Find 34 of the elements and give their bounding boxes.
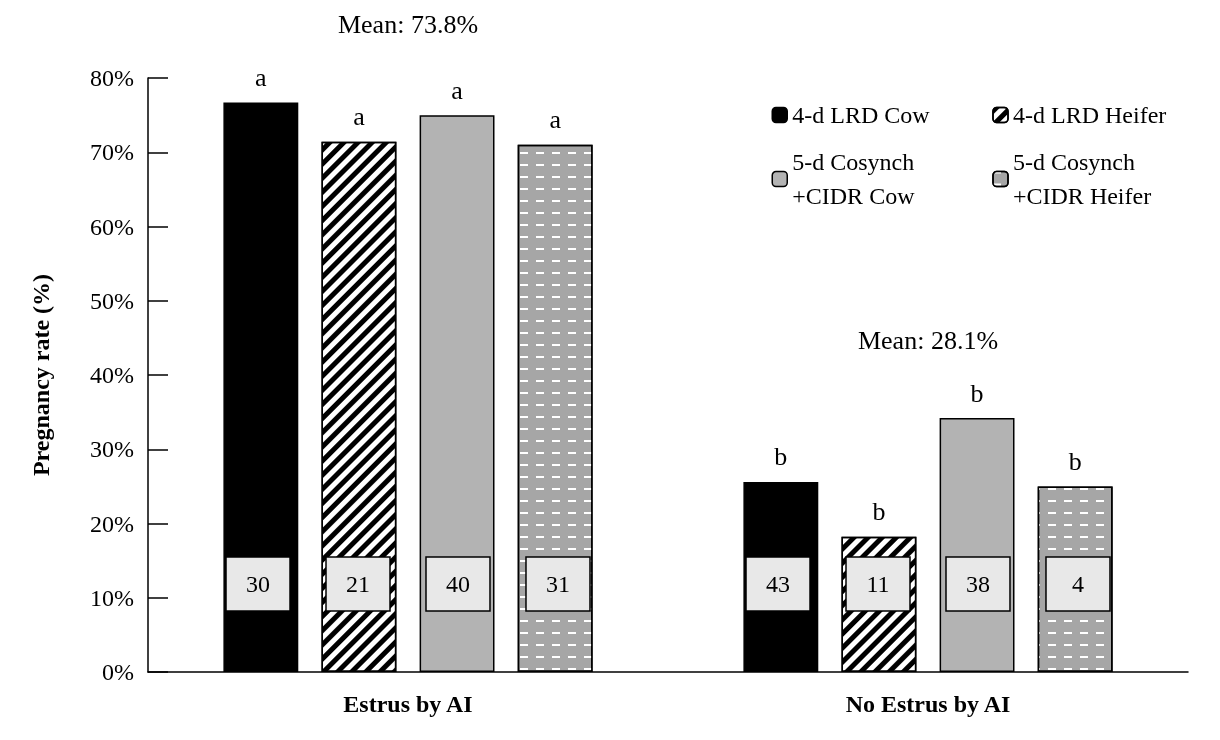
data-label: b	[1068, 446, 1082, 476]
annotation: 38	[966, 571, 990, 597]
y-tick-label: 30%	[90, 436, 134, 463]
annotation: 11	[866, 571, 890, 597]
annotation: 30	[246, 571, 271, 597]
annotation: 40	[446, 571, 470, 597]
annotation: 21	[346, 571, 370, 597]
y-tick-label: 20%	[90, 510, 134, 537]
y-tick-label: 0%	[102, 659, 134, 685]
annotation: Mean: 28.1%	[857, 325, 999, 355]
y-tick-label: 50%	[90, 287, 134, 314]
data-label: a	[255, 63, 268, 92]
annotation: 4	[1071, 571, 1084, 597]
legend-label: 4-d LRD Cow	[792, 102, 931, 128]
y-tick-label: 60%	[90, 213, 134, 240]
x-tick-label: No Estrus by AI	[845, 691, 1011, 717]
annotation: 43	[766, 571, 791, 597]
data-label: b	[872, 497, 886, 527]
x-tick-label: Estrus by AI	[343, 691, 473, 717]
data-label: a	[549, 105, 562, 135]
text: Mean: 73.8%	[337, 10, 479, 39]
data-label: a	[353, 102, 366, 132]
legend-label: 5-d Cosynch +CIDR Heifer	[1013, 149, 1152, 209]
y-axis-title: Pregnancy rate (%)	[28, 273, 54, 477]
data-label: a	[451, 75, 464, 105]
legend-label: 4-d LRD Heifer	[1013, 102, 1167, 128]
data-label: b	[774, 442, 788, 472]
annotation: 31	[545, 571, 570, 597]
y-tick-label: 80%	[90, 65, 134, 91]
legend-label: 5-d Cosynch +CIDR Cow	[792, 149, 921, 209]
y-tick-label: 10%	[90, 584, 134, 611]
y-tick-label: 70%	[90, 139, 134, 166]
y-tick-label: 40%	[90, 362, 134, 388]
data-label: b	[970, 378, 984, 408]
